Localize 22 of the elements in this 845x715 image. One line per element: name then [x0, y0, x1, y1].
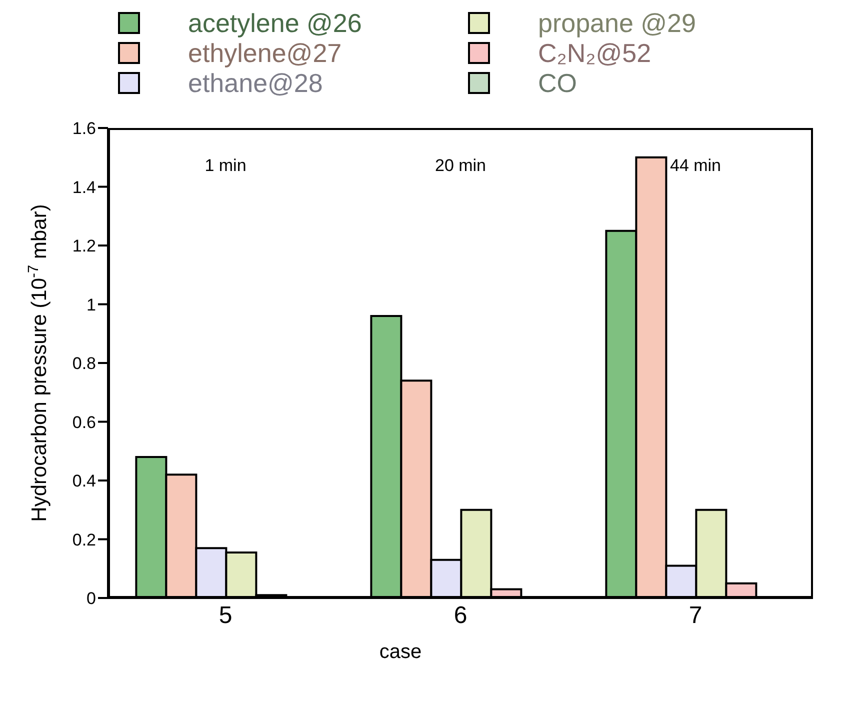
legend-label: acetylene @26: [188, 8, 362, 38]
x-tick-label: 6: [454, 602, 468, 630]
y-tick-label: 1.4: [72, 178, 96, 197]
legend-label: ethylene@27: [188, 38, 342, 68]
y-tick-label: 0.4: [72, 472, 96, 491]
y-tick-label: 0.8: [72, 354, 96, 374]
legend-label: propane @29: [538, 8, 696, 38]
x-tick-label: 7: [688, 602, 702, 630]
x-tick-label: 5: [218, 602, 232, 630]
y-tick-label: 0.2: [72, 530, 96, 550]
annotation: 44 min: [670, 156, 722, 176]
y-tick-label: 0: [86, 589, 96, 608]
annotation: 1 min: [204, 156, 246, 176]
legend-label: C₂N₂@52: [538, 38, 652, 68]
y-tick-label: 1.6: [72, 119, 96, 138]
x-axis-title: case: [379, 641, 422, 663]
annotation: 20 min: [434, 156, 486, 176]
y-tick-label: 1.2: [72, 236, 96, 256]
legend-label: ethane@28: [188, 68, 323, 98]
legend-label: CO: [538, 68, 577, 98]
y-tick-label: 1: [86, 295, 96, 314]
y-tick-label: 0.6: [72, 412, 96, 432]
